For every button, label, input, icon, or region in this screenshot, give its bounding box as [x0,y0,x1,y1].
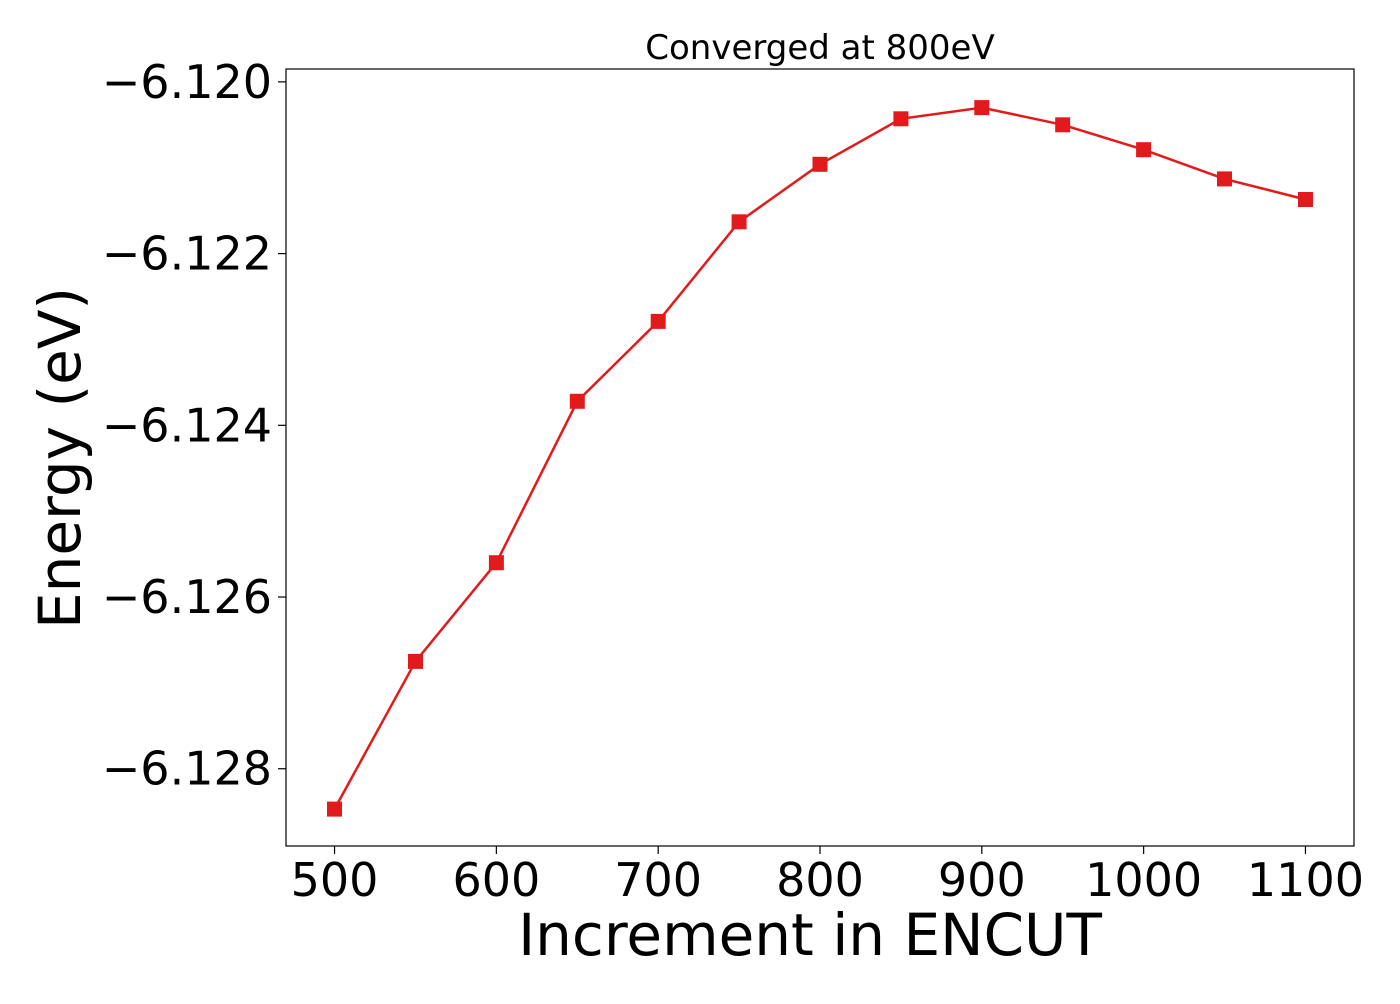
y-tick-label: −6.124 [102,398,272,452]
data-point-marker [1055,117,1071,133]
y-axis-ticks: −6.128 −6.126 −6.124 −6.122 −6.120 [102,55,286,796]
data-point-marker [650,313,666,329]
data-point-marker [1217,171,1232,187]
data-point-marker [1298,192,1313,207]
data-point-marker [408,653,423,669]
data-point-marker [569,393,585,409]
data-point-marker [488,555,504,571]
series-layer [327,100,1313,817]
data-point-marker [893,111,909,127]
data-point-marker [974,100,990,116]
x-tick-label: 1100 [1247,853,1364,907]
y-tick-label: −6.126 [102,570,272,624]
x-tick-label: 800 [776,853,864,907]
y-tick-label: −6.122 [102,227,272,281]
plot-area [285,68,1355,847]
x-tick-label: 1000 [1085,853,1202,907]
x-tick-label: 600 [452,853,540,907]
data-point-marker [731,214,747,230]
y-tick-label: −6.128 [102,742,272,796]
x-axis-label: Increment in ENCUT [518,901,1102,969]
x-tick-label: 700 [614,853,702,907]
y-tick-label: −6.120 [102,55,272,109]
series-line [333,106,1306,810]
data-point-marker [327,801,342,817]
plot-frame [285,68,1355,847]
x-tick-label: 500 [291,853,379,907]
data-point-marker [812,156,828,172]
x-tick-label: 900 [938,853,1026,907]
y-axis-label: Energy (eV) [26,287,94,629]
chart-title: Converged at 800eV [645,28,994,68]
x-axis-ticks: 500 600 700 800 900 1000 1100 [291,846,1364,907]
data-point-marker [1136,142,1152,158]
